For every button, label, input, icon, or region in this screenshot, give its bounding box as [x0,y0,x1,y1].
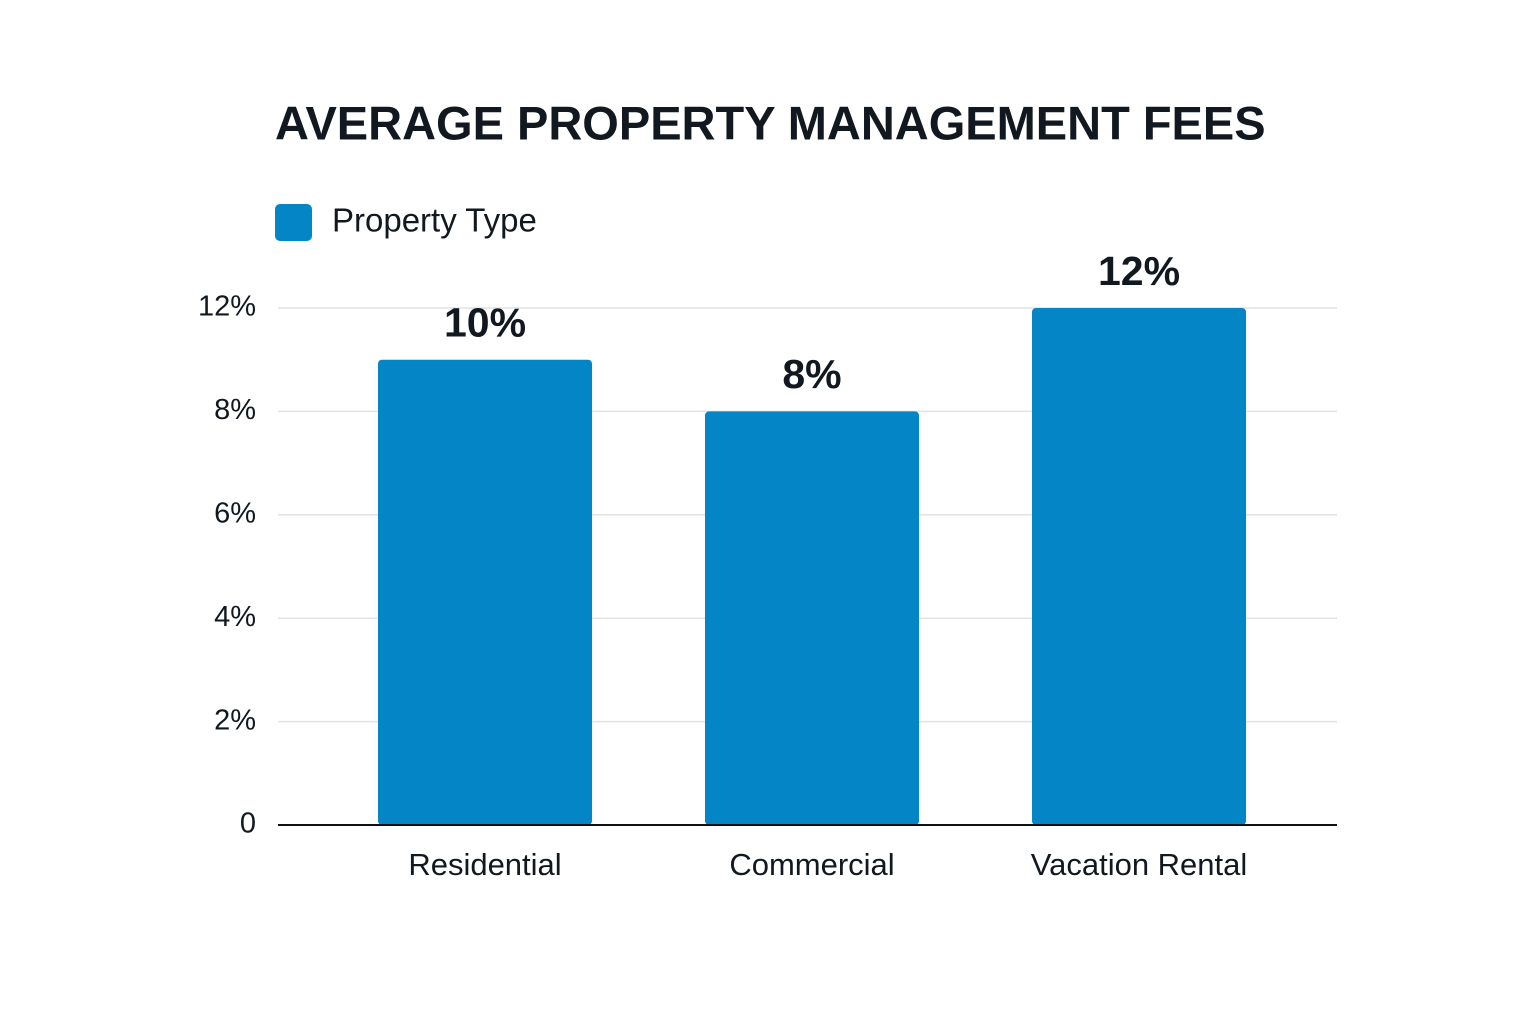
bar [378,359,592,825]
y-tick-label: 8% [214,394,256,426]
data-label: 8% [782,351,841,397]
legend-swatch [275,204,312,241]
x-tick-label: Residential [408,847,561,882]
y-tick-label: 0 [240,808,256,840]
y-tick-label: 4% [214,601,256,633]
data-label: 10% [444,300,526,346]
x-tick-label: Vacation Rental [1031,847,1248,882]
data-label: 12% [1098,248,1180,294]
bar [1032,308,1246,825]
legend-label: Property Type [332,202,537,239]
chart-title: AVERAGE PROPERTY MANAGEMENT FEES [275,96,1266,149]
y-tick-label: 6% [214,497,256,529]
bar [705,411,919,825]
y-tick-label: 12% [198,291,256,323]
x-tick-label: Commercial [729,847,894,882]
y-tick-label: 2% [214,704,256,736]
